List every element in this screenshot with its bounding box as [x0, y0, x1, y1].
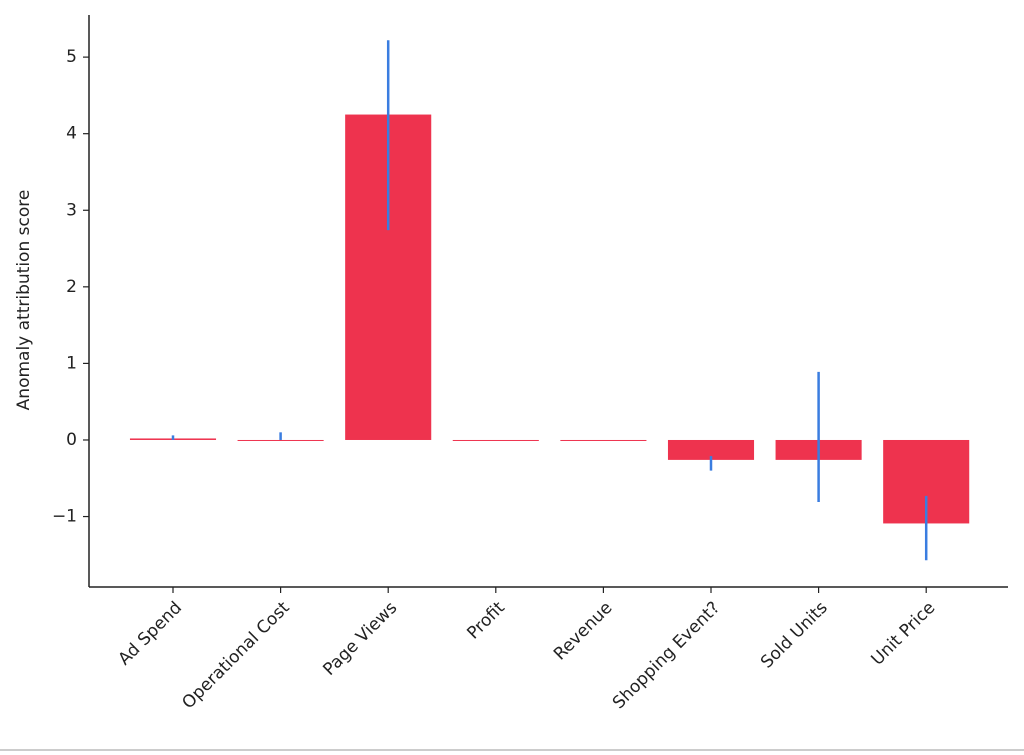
x-tick-label: Operational Cost — [178, 598, 293, 713]
y-tick-label: 3 — [66, 200, 77, 220]
x-tick-label: Ad Spend — [115, 598, 187, 670]
x-tick-label: Sold Units — [757, 598, 832, 673]
y-tick-label: 2 — [66, 277, 77, 297]
y-tick-label: 4 — [66, 124, 77, 144]
y-axis-label: Anomaly attribution score — [14, 190, 34, 411]
bar — [560, 439, 647, 441]
y-tick-label: −1 — [52, 507, 77, 527]
y-tick-label: 1 — [66, 353, 77, 373]
bar — [667, 439, 755, 460]
bar — [237, 439, 324, 441]
bar — [452, 439, 539, 441]
x-tick-label: Page Views — [319, 598, 401, 680]
x-tick-label: Shopping Event? — [609, 598, 724, 713]
x-tick-label: Unit Price — [868, 598, 940, 670]
x-tick-label: Profit — [463, 598, 509, 644]
x-tick-label: Revenue — [550, 598, 617, 665]
y-tick-label: 0 — [66, 430, 77, 450]
y-tick-label: 5 — [66, 47, 77, 67]
